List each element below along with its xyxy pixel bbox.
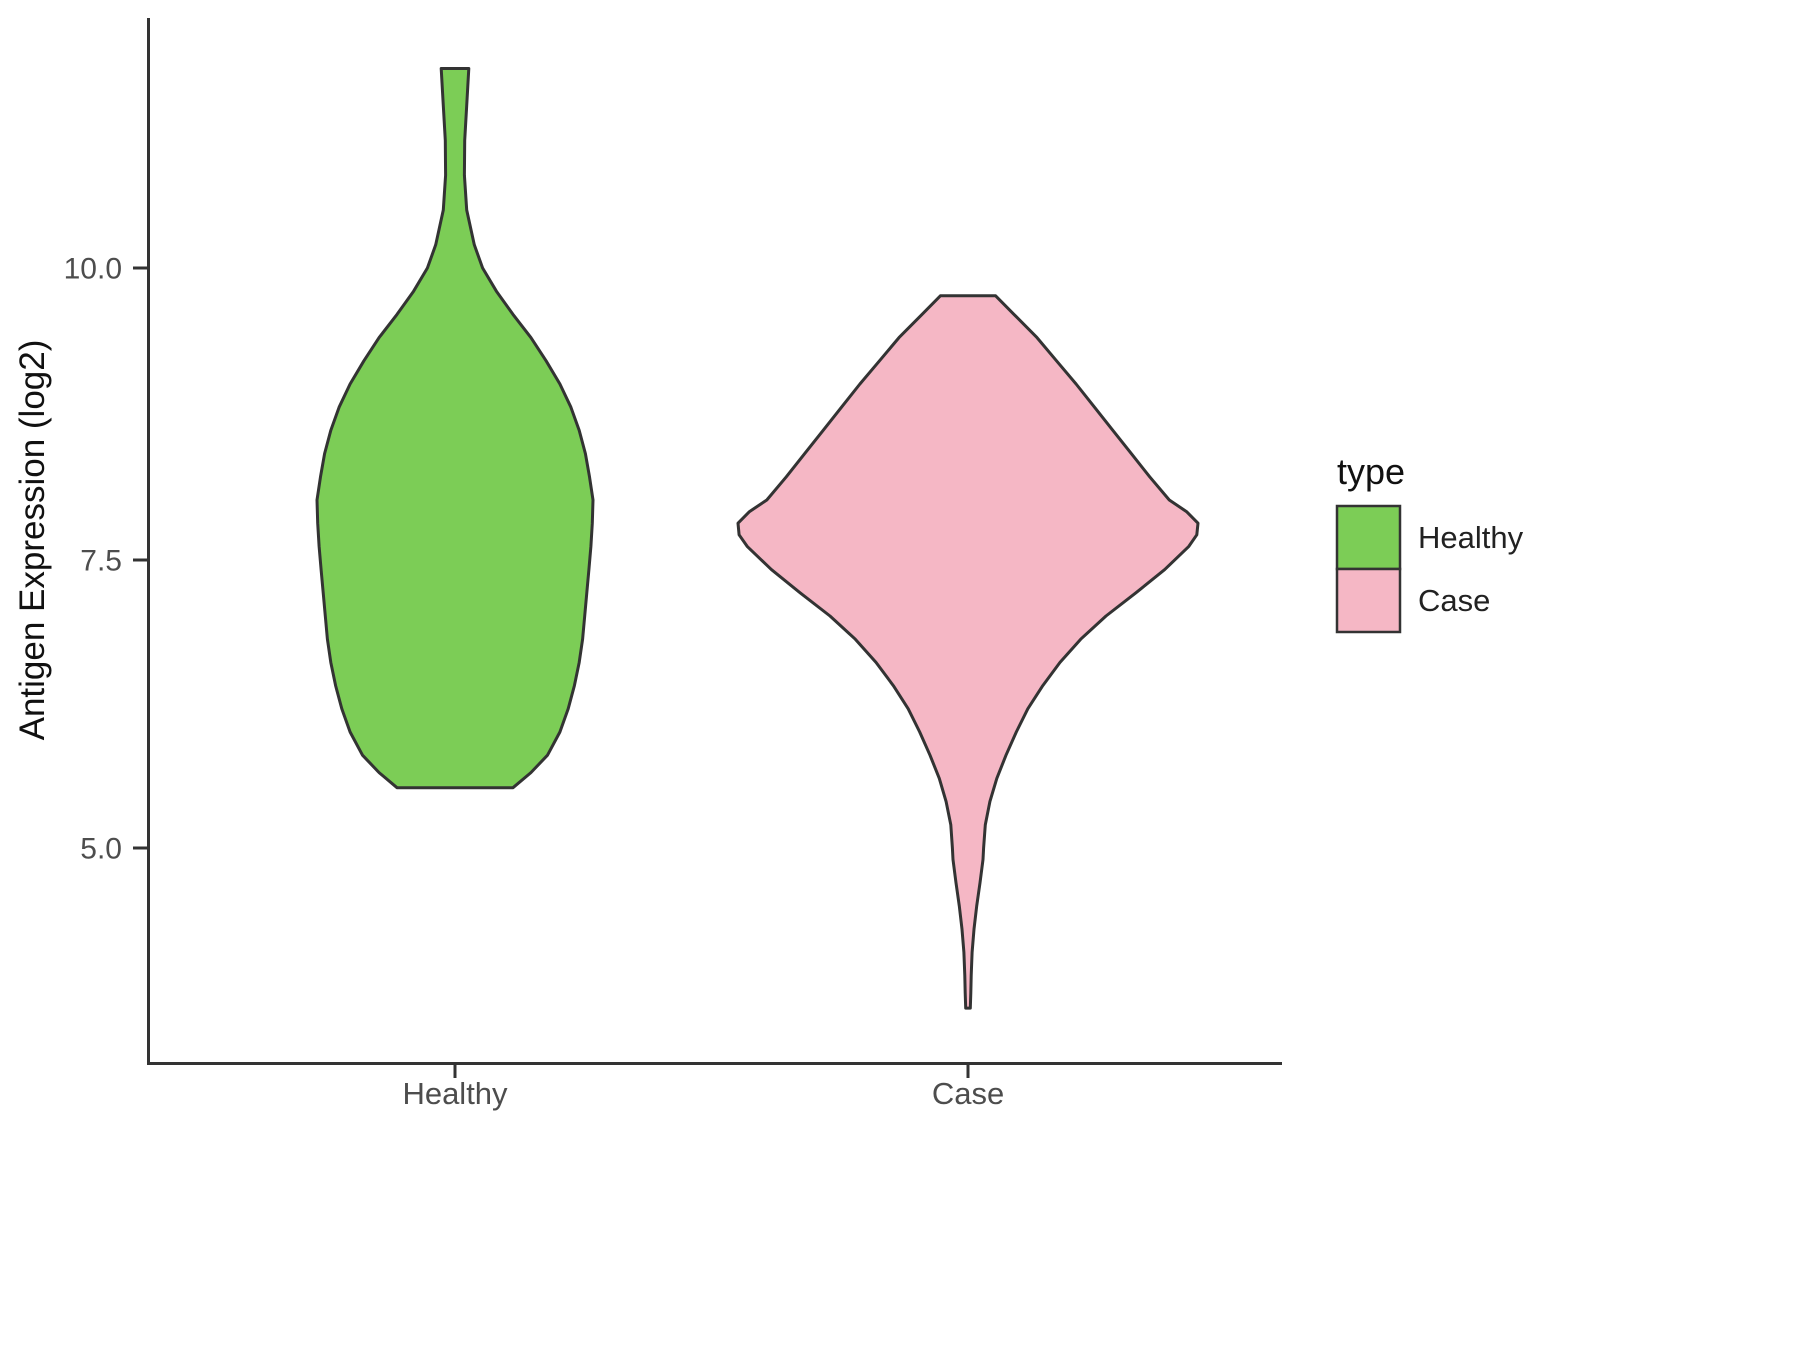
legend-label-case: Case: [1418, 583, 1490, 618]
x-tick-label-healthy: Healthy: [402, 1076, 508, 1111]
violin-healthy: [315, 67, 595, 790]
y-tick-label-5: 5.0: [80, 833, 122, 866]
legend-title: type: [1337, 451, 1405, 492]
legend-label-healthy: Healthy: [1418, 520, 1524, 555]
x-tick-label-case: Case: [932, 1076, 1004, 1111]
y-axis-title: Antigen Expression (log2): [13, 340, 52, 741]
y-tick-label-7-5: 7.5: [80, 545, 122, 578]
violin-case: [736, 294, 1200, 1010]
y-tick-label-10: 10.0: [64, 253, 122, 286]
legend-swatch-healthy: [1335, 504, 1402, 571]
legend-swatch-case: [1335, 567, 1402, 634]
